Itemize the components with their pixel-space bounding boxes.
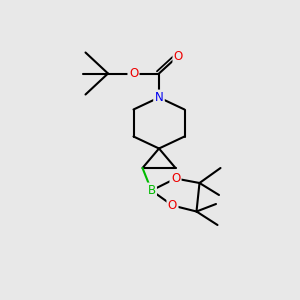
Text: N: N [154,91,164,104]
Text: O: O [174,50,183,64]
Text: B: B [147,184,156,197]
Text: O: O [168,199,177,212]
Text: O: O [171,172,180,185]
Text: O: O [129,67,138,80]
